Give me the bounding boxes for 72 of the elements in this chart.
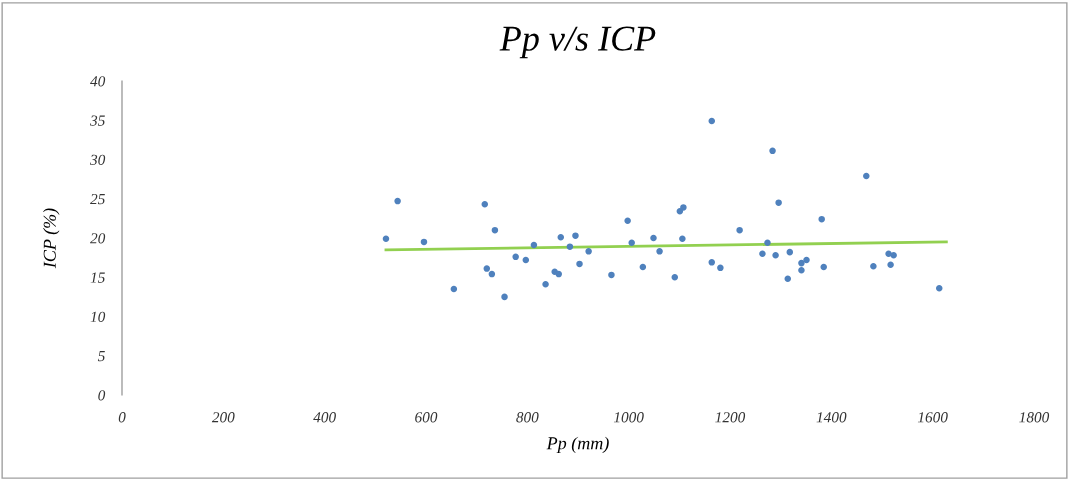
x-axis-title: Pp (mm)	[546, 436, 609, 454]
point	[450, 285, 458, 293]
point	[887, 261, 894, 268]
x-tick-label: 0	[118, 412, 126, 423]
point	[483, 265, 491, 272]
y-tick-label: 15	[90, 272, 105, 283]
point	[491, 226, 499, 234]
x-tick-label: 600	[415, 412, 438, 423]
point	[759, 250, 766, 257]
point	[863, 172, 870, 180]
x-tick-label: 1400	[816, 412, 847, 423]
point	[542, 281, 549, 288]
y-tick-label: 5	[97, 351, 105, 362]
point	[501, 293, 508, 301]
point	[555, 270, 562, 278]
point	[820, 263, 827, 271]
point	[624, 217, 631, 224]
point	[708, 259, 716, 266]
point	[650, 234, 657, 242]
point	[639, 263, 647, 271]
point	[736, 226, 743, 234]
point	[530, 241, 538, 249]
x-tick-label: 1600	[917, 412, 948, 423]
y-tick-label: 25	[90, 193, 105, 205]
point	[512, 253, 519, 261]
point	[481, 200, 489, 208]
point	[656, 248, 663, 255]
point	[608, 271, 615, 279]
point	[786, 248, 794, 256]
x-tick-label: 1000	[613, 412, 644, 423]
x-tick-label: 200	[211, 412, 235, 423]
point	[870, 263, 877, 270]
x-tick-label: 1200	[715, 412, 746, 423]
point	[784, 275, 792, 283]
y-axis-title: ICP (%)	[43, 208, 60, 269]
point	[420, 238, 428, 246]
point	[679, 235, 686, 243]
x-tick-label: 400	[313, 412, 336, 423]
point	[798, 266, 805, 274]
point	[764, 239, 771, 246]
point	[585, 248, 592, 255]
x-tick-label: 800	[516, 412, 539, 423]
point	[769, 147, 776, 155]
point	[557, 233, 565, 241]
point	[671, 273, 679, 281]
y-tick-label: 0	[98, 390, 106, 401]
y-tick-label: 10	[90, 311, 106, 322]
point	[382, 235, 390, 243]
point	[708, 117, 716, 125]
point	[775, 199, 782, 206]
point	[394, 197, 401, 205]
x-tick-label: 1800	[1019, 412, 1050, 423]
y-tick-label: 20	[90, 233, 106, 244]
point	[936, 284, 943, 292]
chart-title: Pp v/s ICP	[499, 26, 656, 59]
point	[572, 232, 579, 239]
point	[522, 256, 530, 264]
point	[772, 252, 779, 259]
point	[885, 250, 892, 257]
point	[798, 259, 805, 267]
point	[576, 260, 583, 268]
point	[803, 256, 810, 264]
point	[628, 239, 635, 246]
point	[680, 204, 687, 211]
y-tick-label: 30	[90, 154, 106, 165]
point	[818, 215, 825, 223]
point	[488, 270, 496, 278]
point	[890, 252, 897, 259]
point	[717, 264, 724, 272]
y-tick-label: 35	[90, 115, 105, 126]
point	[566, 243, 574, 250]
y-tick-label: 40	[90, 76, 106, 87]
